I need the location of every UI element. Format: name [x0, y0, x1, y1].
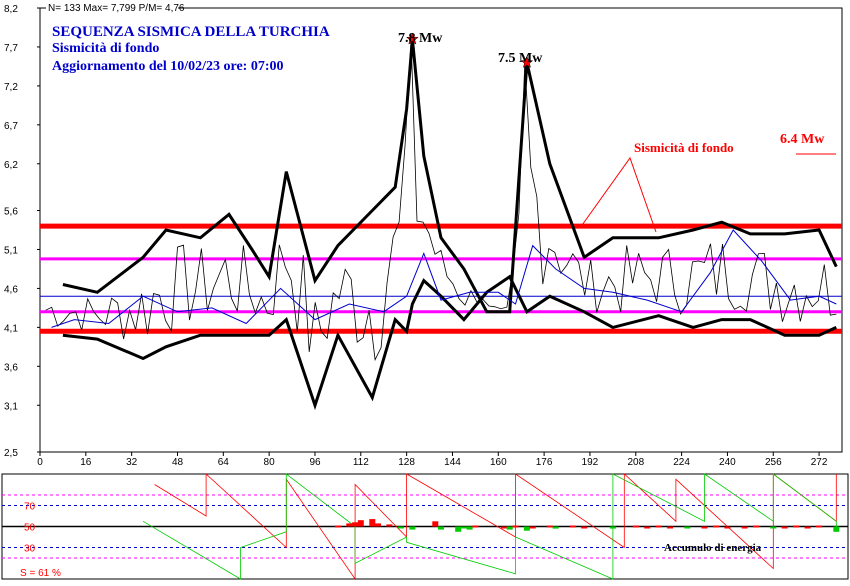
energy-y-tick-label: 70: [24, 502, 36, 513]
energy-bar: [334, 525, 341, 528]
x-tick-label: 48: [172, 457, 184, 468]
energy-bar: [753, 525, 760, 528]
x-tick-label: 176: [536, 457, 553, 468]
lower-envelope: [62, 274, 837, 411]
energy-bar: [655, 525, 662, 528]
y-tick-label: 2,5: [4, 448, 18, 459]
update-line: Aggiornamento del 10/02/23 ore: 07:00: [52, 59, 284, 74]
stats-readout: N= 133 Max= 7,799 P/M= 4,76: [48, 3, 185, 14]
energy-bar: [466, 526, 473, 530]
energy-bar: [512, 525, 519, 528]
energy-bar: [701, 526, 708, 529]
energy-bar: [438, 526, 444, 530]
y-tick-label: 8,2: [4, 4, 18, 15]
energy-bar: [352, 522, 359, 527]
magnitude-series: [45, 39, 837, 362]
y-tick-label: 3,6: [4, 362, 18, 373]
stats-background: [46, 2, 178, 13]
energy-bar: [741, 526, 748, 529]
energy-bar: [713, 525, 719, 528]
energy-bar: [804, 526, 811, 529]
energy-bar: [523, 526, 530, 531]
energy-bar: [397, 526, 404, 529]
y-tick-label: 4,1: [4, 323, 18, 334]
energy-bar: [369, 519, 376, 527]
peak-label-2: 7.5 Mw: [498, 51, 543, 66]
background-seismicity-label: Sismicità di fondo: [634, 140, 734, 155]
x-tick-label: 192: [582, 457, 599, 468]
upper-envelope: [62, 39, 838, 314]
y-tick-label: 7,7: [4, 43, 18, 54]
energy-bar: [357, 520, 364, 527]
chart-title: SEQUENZA SISMICA DELLA TURCHIA: [52, 24, 330, 40]
main-plot-area: [39, 7, 843, 453]
energy-bar: [346, 523, 353, 527]
x-tick-label: 144: [444, 457, 461, 468]
energy-bar: [569, 525, 576, 528]
energy-bar: [529, 526, 536, 529]
x-tick-label: 208: [627, 457, 644, 468]
energy-bar: [375, 523, 381, 527]
y-tick-label: 6,7: [4, 121, 18, 132]
y-tick-label: 6,2: [4, 160, 18, 171]
peak-marker-2: [520, 55, 534, 68]
trend-line: [51, 229, 837, 328]
x-tick-label: 256: [765, 457, 782, 468]
s-percentage: S = 61 %: [20, 568, 61, 579]
x-tick-label: 32: [126, 457, 138, 468]
energy-y-tick-label: 30: [24, 544, 36, 555]
energy-bar: [816, 525, 823, 528]
energy-bar: [609, 526, 616, 529]
energy-bar: [455, 526, 462, 532]
energy-bar: [506, 526, 513, 530]
energy-bar: [546, 525, 553, 528]
background-pointer: [579, 156, 657, 233]
peak-label-1: 7.8 Mw: [398, 31, 443, 46]
energy-bar: [770, 526, 777, 529]
x-tick-label: 272: [811, 457, 828, 468]
energy-label: Accumulo di energia: [664, 542, 762, 554]
x-tick-label: 240: [719, 457, 736, 468]
energy-bar: [432, 521, 439, 527]
peak-marker-1: [406, 32, 419, 45]
energy-bar: [793, 525, 800, 528]
x-tick-label: 0: [37, 457, 43, 468]
green-sawtooth: [142, 473, 837, 580]
energy-bar: [460, 526, 467, 529]
x-tick-label: 160: [490, 457, 507, 468]
x-tick-label: 64: [218, 457, 230, 468]
x-tick-label: 16: [80, 457, 92, 468]
x-tick-label: 96: [309, 457, 321, 468]
x-tick-label: 80: [264, 457, 276, 468]
energy-bar: [833, 526, 840, 532]
energy-bar: [724, 526, 731, 529]
energy-y-tick-label: 50: [24, 523, 36, 534]
energy-bar: [632, 525, 639, 528]
y-tick-label: 7,2: [4, 82, 18, 93]
y-tick-label: 5,6: [4, 207, 18, 218]
energy-bar: [552, 526, 559, 529]
energy-bar: [472, 525, 479, 528]
energy-bar: [781, 526, 788, 529]
energy-bar: [501, 526, 507, 529]
x-tick-label: 128: [398, 457, 415, 468]
y-tick-label: 5,1: [4, 246, 18, 257]
energy-bar: [581, 526, 588, 529]
y-tick-label: 3,1: [4, 401, 18, 412]
x-tick-label: 224: [673, 457, 690, 468]
threshold-label: 6.4 Mw: [780, 132, 825, 147]
energy-bar: [386, 524, 393, 527]
energy-bar: [684, 526, 691, 529]
x-tick-label: 112: [353, 457, 369, 468]
y-tick-label: 4,6: [4, 284, 18, 295]
chart-subtitle: Sismicità di fondo: [52, 41, 159, 56]
energy-bar: [644, 526, 651, 529]
energy-bar: [667, 526, 674, 529]
energy-bar: [409, 526, 416, 530]
